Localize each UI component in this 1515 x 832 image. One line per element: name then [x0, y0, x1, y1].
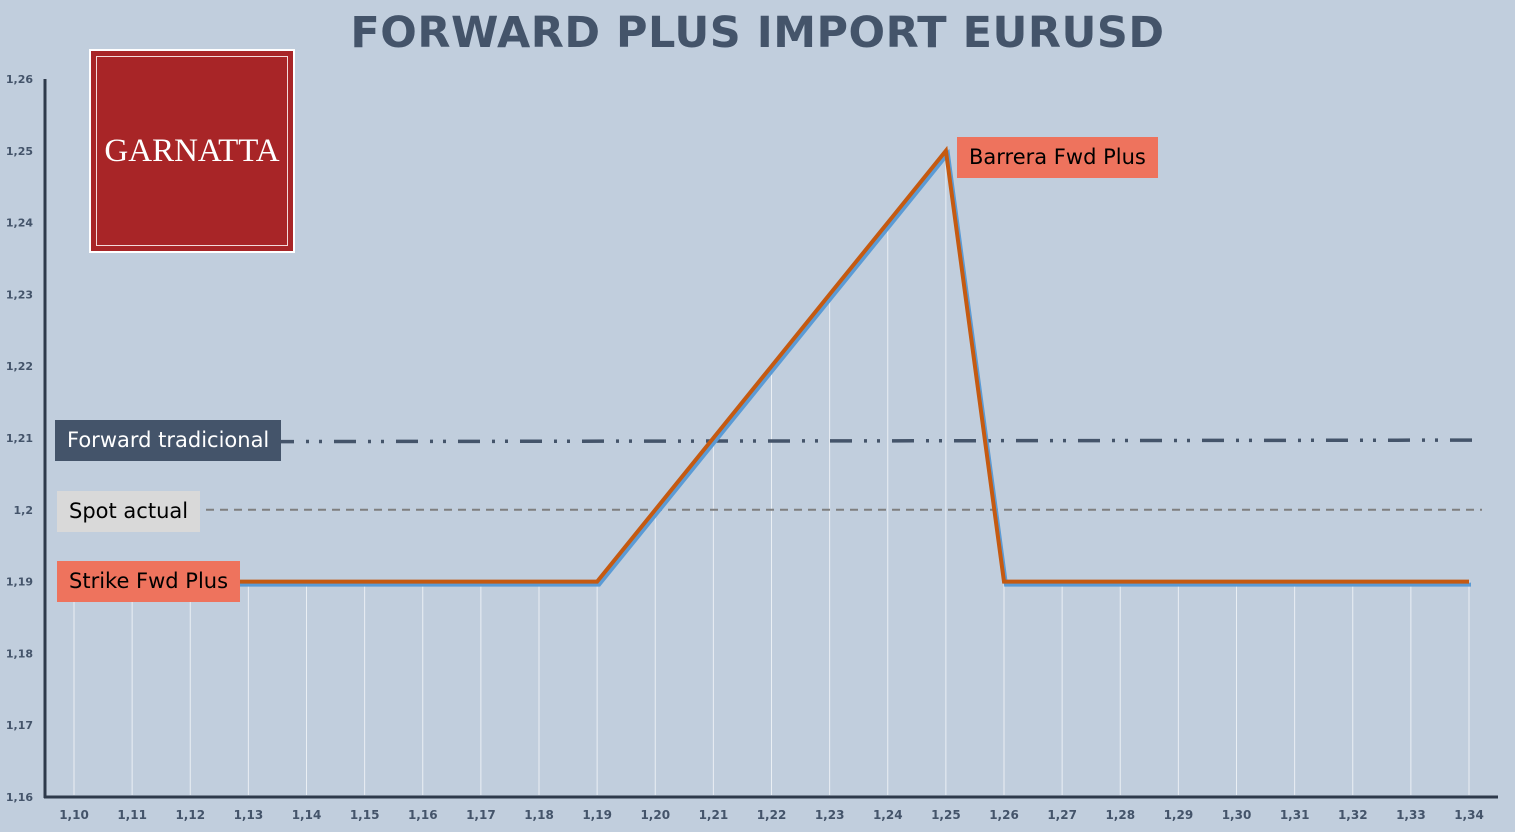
x-tick-label: 1,11 — [117, 808, 147, 822]
x-tick-label: 1,19 — [582, 808, 612, 822]
y-axis-ticks: 1,26 1,25 1,24 1,23 1,22 1,21 1,2 1,19 1,18 1,17 1… — [6, 73, 33, 804]
x-tick-label: 1,21 — [699, 808, 729, 822]
logo-text: GARNATTA — [104, 132, 280, 169]
x-tick-label: 1,10 — [59, 808, 89, 822]
x-tick-label: 1,16 — [408, 808, 438, 822]
x-tick-label: 1,12 — [175, 808, 205, 822]
x-tick-label: 1,17 — [466, 808, 496, 822]
chart-title: FORWARD PLUS IMPORT EURUSD — [350, 8, 1165, 58]
x-tick-label: 1,31 — [1280, 808, 1310, 822]
y-tick-label: 1,16 — [6, 791, 33, 804]
logo-frame: GARNATTA — [96, 56, 288, 246]
forward-plus-line-shadow — [76, 148, 1471, 587]
x-tick-label: 1,23 — [815, 808, 845, 822]
y-tick-label: 1,26 — [6, 73, 33, 86]
x-tick-label: 1,30 — [1222, 808, 1252, 822]
x-tick-label: 1,18 — [524, 808, 554, 822]
x-tick-label: 1,33 — [1396, 808, 1426, 822]
y-tick-label: 1,22 — [6, 360, 33, 373]
y-tick-label: 1,18 — [6, 647, 33, 660]
strike-fwd-plus-label: Strike Fwd Plus — [57, 561, 241, 602]
x-tick-label: 1,26 — [989, 808, 1019, 822]
y-tick-label: 1,23 — [6, 288, 33, 301]
drop-lines — [73, 150, 1470, 795]
x-tick-label: 1,15 — [350, 808, 380, 822]
x-tick-label: 1,25 — [931, 808, 961, 822]
garnatta-logo: GARNATTA — [89, 49, 295, 253]
logo-background: GARNATTA — [91, 51, 293, 251]
y-tick-label: 1,24 — [6, 217, 33, 230]
x-tick-label: 1,20 — [640, 808, 670, 822]
x-tick-label: 1,27 — [1047, 808, 1077, 822]
x-tick-label: 1,34 — [1454, 808, 1484, 822]
x-tick-label: 1,13 — [234, 808, 264, 822]
x-tick-label: 1,24 — [873, 808, 903, 822]
x-tick-label: 1,28 — [1105, 808, 1135, 822]
spot-actual-label: Spot actual — [57, 491, 201, 532]
x-tick-label: 1,32 — [1338, 808, 1368, 822]
y-tick-label: 1,25 — [6, 145, 33, 158]
forward-plus-line — [74, 145, 1469, 584]
x-tick-label: 1,29 — [1164, 808, 1194, 822]
x-tick-label: 1,22 — [757, 808, 787, 822]
x-tick-label: 1,14 — [292, 808, 322, 822]
forward-tradicional-line — [271, 438, 1483, 444]
forward-tradicional-label: Forward tradicional — [55, 420, 282, 461]
x-axis-ticks: 1,10 1,11 1,12 1,13 1,14 1,15 1,16 1,17 1,18 1,19… — [59, 808, 1484, 822]
y-tick-label: 1,19 — [6, 576, 33, 589]
y-tick-label: 1,17 — [6, 719, 33, 732]
y-tick-label: 1,21 — [6, 432, 33, 445]
barrera-fwd-plus-label: Barrera Fwd Plus — [957, 137, 1158, 178]
y-tick-label: 1,2 — [14, 504, 34, 517]
